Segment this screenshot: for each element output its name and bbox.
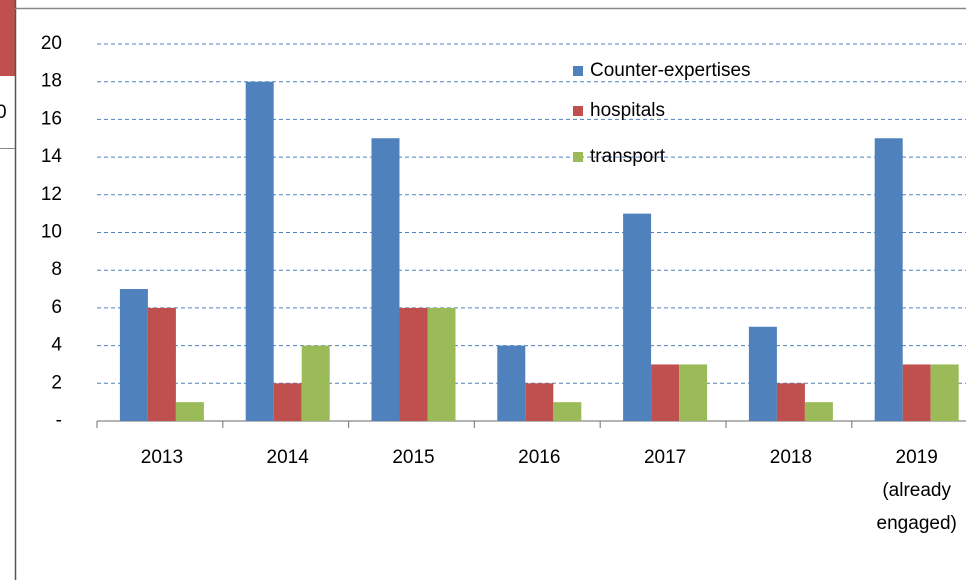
bar xyxy=(902,364,931,421)
legend-label: hospitals xyxy=(590,100,665,121)
bar xyxy=(497,345,526,421)
legend-swatch xyxy=(573,152,583,162)
bar xyxy=(427,307,456,421)
cropped-text: 0 xyxy=(0,102,7,123)
cropped-tile xyxy=(0,0,15,76)
x-tick-label: 2014 xyxy=(267,447,310,468)
bar xyxy=(301,345,330,421)
bar xyxy=(776,383,805,421)
legend-label: Counter-expertises xyxy=(590,60,751,81)
legend-swatch xyxy=(573,106,583,116)
bar xyxy=(147,307,176,421)
bar xyxy=(679,364,708,421)
bar xyxy=(371,138,400,421)
legend-label: transport xyxy=(590,146,666,167)
x-tick-label: 2016 xyxy=(518,447,560,468)
bar xyxy=(874,138,903,421)
bar xyxy=(553,402,582,421)
y-tick-label: 2 xyxy=(51,372,62,393)
bar xyxy=(245,81,274,421)
y-tick-label: 6 xyxy=(51,297,62,318)
bar xyxy=(804,402,833,421)
y-tick-label: 8 xyxy=(51,259,62,280)
y-tick-label: 12 xyxy=(41,184,62,205)
y-tick-label: 18 xyxy=(41,71,62,92)
y-tick-label: 14 xyxy=(41,146,63,167)
x-tick-label: 2013 xyxy=(141,447,183,468)
y-tick-label: - xyxy=(56,410,62,431)
bar xyxy=(930,364,959,421)
x-tick-label: 2017 xyxy=(644,447,686,468)
y-tick-label: 4 xyxy=(51,335,62,356)
y-tick-label: 16 xyxy=(41,108,62,129)
bar xyxy=(175,402,204,421)
bar xyxy=(748,326,777,421)
x-tick-label: 2019 (already engaged) xyxy=(877,447,957,534)
bar xyxy=(623,213,652,421)
bar xyxy=(651,364,680,421)
x-tick-label: 2015 xyxy=(392,447,434,468)
x-tick-label: 2018 xyxy=(770,447,812,468)
y-tick-label: 20 xyxy=(41,33,62,54)
bar xyxy=(119,289,148,421)
bar xyxy=(273,383,302,421)
legend-swatch xyxy=(573,66,583,76)
bar xyxy=(399,307,428,421)
y-tick-label: 10 xyxy=(41,222,62,243)
bar xyxy=(525,383,554,421)
